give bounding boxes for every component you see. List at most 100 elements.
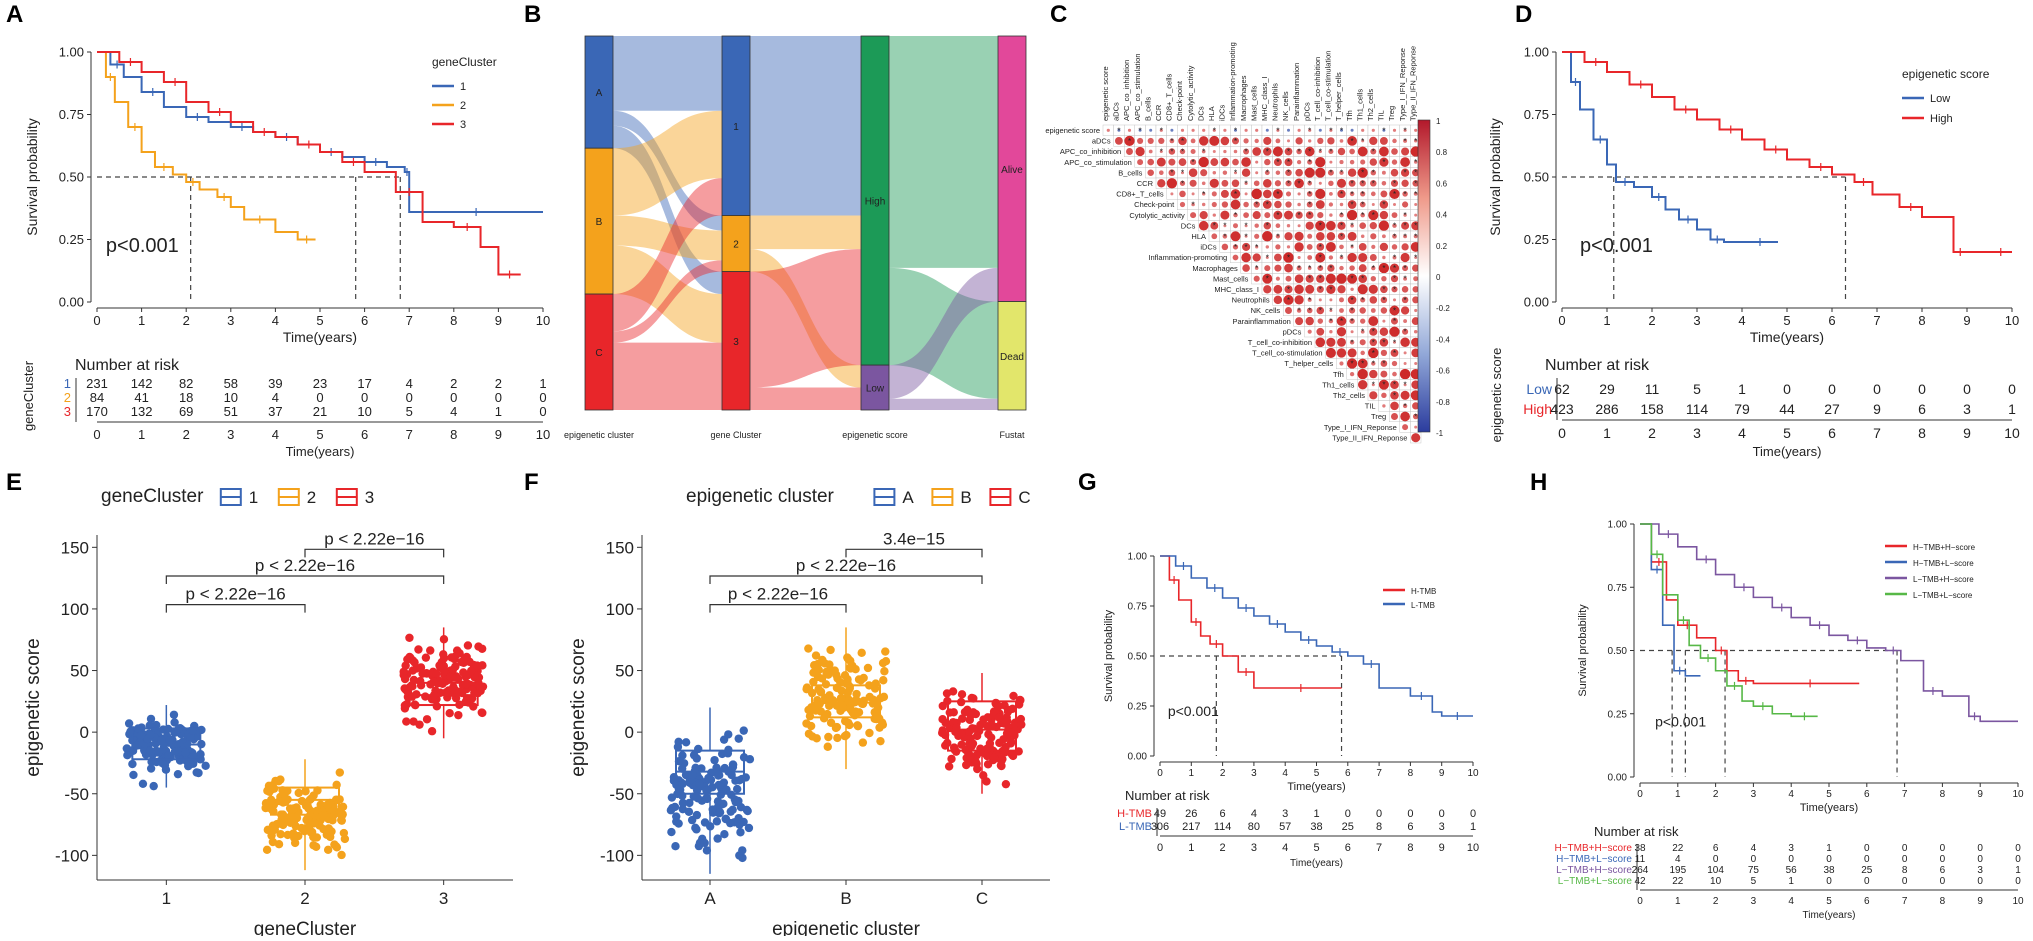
x-tick-label: 5: [316, 313, 323, 328]
box-point: [858, 699, 867, 709]
heatmap-star: *: [1319, 148, 1322, 157]
heatmap-circle: [1305, 284, 1315, 294]
heatmap-star: *: [1351, 137, 1354, 146]
alluvial-node: [860, 364, 890, 411]
box-point: [840, 731, 850, 741]
heatmap-circle: [1379, 146, 1389, 157]
heatmap-row-label: epigenetic score: [1045, 126, 1100, 135]
box-point: [123, 750, 132, 760]
heatmap-col-label: Inflammation-promoting: [1228, 42, 1237, 121]
heatmap-col-label: iDCs: [1218, 105, 1227, 121]
heatmap-circle: [1358, 274, 1368, 284]
heatmap-circle: [1349, 371, 1355, 377]
heatmap-star: *: [1372, 169, 1375, 178]
heatmap-circle: [1253, 180, 1260, 187]
heatmap-circle: [1168, 158, 1176, 166]
heatmap-circle: [1255, 171, 1259, 175]
heatmap-circle: [1106, 128, 1110, 132]
x-tick-label: 2: [1220, 768, 1226, 779]
x-tick-label: 8: [1940, 789, 1946, 800]
significance-bracket: [709, 604, 847, 613]
heatmap-circle: [1285, 180, 1292, 187]
heatmap-row-label: Parainflammation: [1232, 317, 1290, 326]
heatmap-circle: [1326, 284, 1336, 294]
heatmap-circle: [1402, 201, 1409, 208]
heatmap-col-label: T_cell_co-stimulation: [1324, 51, 1333, 121]
heatmap-circle: [1255, 160, 1259, 164]
risk-value: 104: [1707, 865, 1724, 876]
risk-x-tick: 2: [1713, 896, 1719, 907]
box-point: [466, 666, 476, 676]
legend-label: 1: [460, 81, 466, 93]
heatmap-circle: [1369, 369, 1378, 379]
y-tick-label: 0.50: [1524, 170, 1549, 185]
heatmap-circle: [1403, 319, 1408, 324]
heatmap-circle: [1159, 149, 1163, 154]
heatmap-circle: [1347, 231, 1357, 241]
risk-value: 0: [1439, 808, 1445, 820]
box-point: [732, 784, 742, 794]
heatmap-circle: [1339, 265, 1344, 271]
box-rect: [947, 700, 1017, 752]
heatmap-circle: [1369, 296, 1378, 304]
box-point: [418, 669, 427, 678]
heatmap-circle: [1390, 401, 1399, 411]
heatmap-star: *: [1276, 232, 1279, 241]
km-curve-L-TMB: [1160, 555, 1473, 717]
risk-value: 1: [495, 404, 502, 419]
heatmap-row-label: Inflammation-promoting: [1148, 253, 1227, 262]
heatmap-circle: [1220, 136, 1230, 146]
y-tick-label: 1.00: [1524, 45, 1549, 60]
risk-row-label: H-TMB: [1117, 808, 1152, 820]
alluvial-node: [721, 35, 751, 216]
box-point: [713, 797, 723, 806]
box-point: [844, 718, 853, 728]
box-point: [832, 722, 842, 732]
risk-x-tick: 0: [93, 427, 100, 442]
heatmap-circle: [1336, 316, 1347, 326]
heatmap-circle: [1327, 137, 1335, 145]
heatmap-star: *: [1298, 211, 1301, 220]
risk-value: 6: [1940, 865, 1946, 876]
km-curve-High: [1562, 51, 2012, 253]
heatmap-circle: [1305, 274, 1314, 283]
risk-value: 0: [316, 390, 323, 405]
box-point: [276, 775, 285, 784]
box-point: [160, 760, 170, 770]
risk-value: 306: [1151, 821, 1169, 833]
heatmap-circle: [1190, 159, 1197, 166]
risk-value: 1: [539, 376, 546, 391]
alluvial-flow: [613, 125, 722, 295]
heatmap-circle: [1295, 211, 1303, 219]
heatmap-circle: [1414, 425, 1418, 429]
y-tick-label: 150: [61, 538, 89, 557]
heatmap-star: *: [1404, 211, 1407, 220]
heatmap-circle: [1403, 128, 1407, 132]
risk-value: 0: [1713, 854, 1719, 865]
heatmap-circle: [1234, 171, 1237, 175]
panel-letter-a: A: [6, 1, 23, 28]
box-point: [688, 770, 697, 780]
heatmap-circle: [1201, 202, 1206, 207]
heatmap-circle: [1339, 212, 1344, 218]
risk-value: 4: [272, 390, 279, 405]
heatmap-star: *: [1298, 264, 1301, 273]
heatmap-circle: [1273, 158, 1282, 167]
heatmap-star: *: [1393, 232, 1396, 241]
colorbar-tick-label: 0.2: [1436, 242, 1448, 251]
heatmap-circle: [1158, 137, 1165, 145]
heatmap-circle: [1231, 179, 1240, 188]
box-point: [186, 732, 195, 742]
panel-letter-e: E: [6, 469, 22, 496]
risk-value: 0: [2008, 381, 2016, 397]
box-point: [858, 738, 868, 747]
heatmap-circle: [1381, 276, 1387, 282]
risk-value: 6: [1713, 843, 1719, 854]
legend-title: epigenetic cluster: [686, 486, 835, 507]
box-point: [439, 666, 449, 675]
heatmap-circle: [1202, 128, 1206, 132]
y-tick-label: -50: [609, 785, 634, 804]
heatmap-circle: [1369, 338, 1378, 347]
risk-x-tick: 10: [536, 427, 550, 442]
heatmap-circle: [1209, 135, 1220, 146]
